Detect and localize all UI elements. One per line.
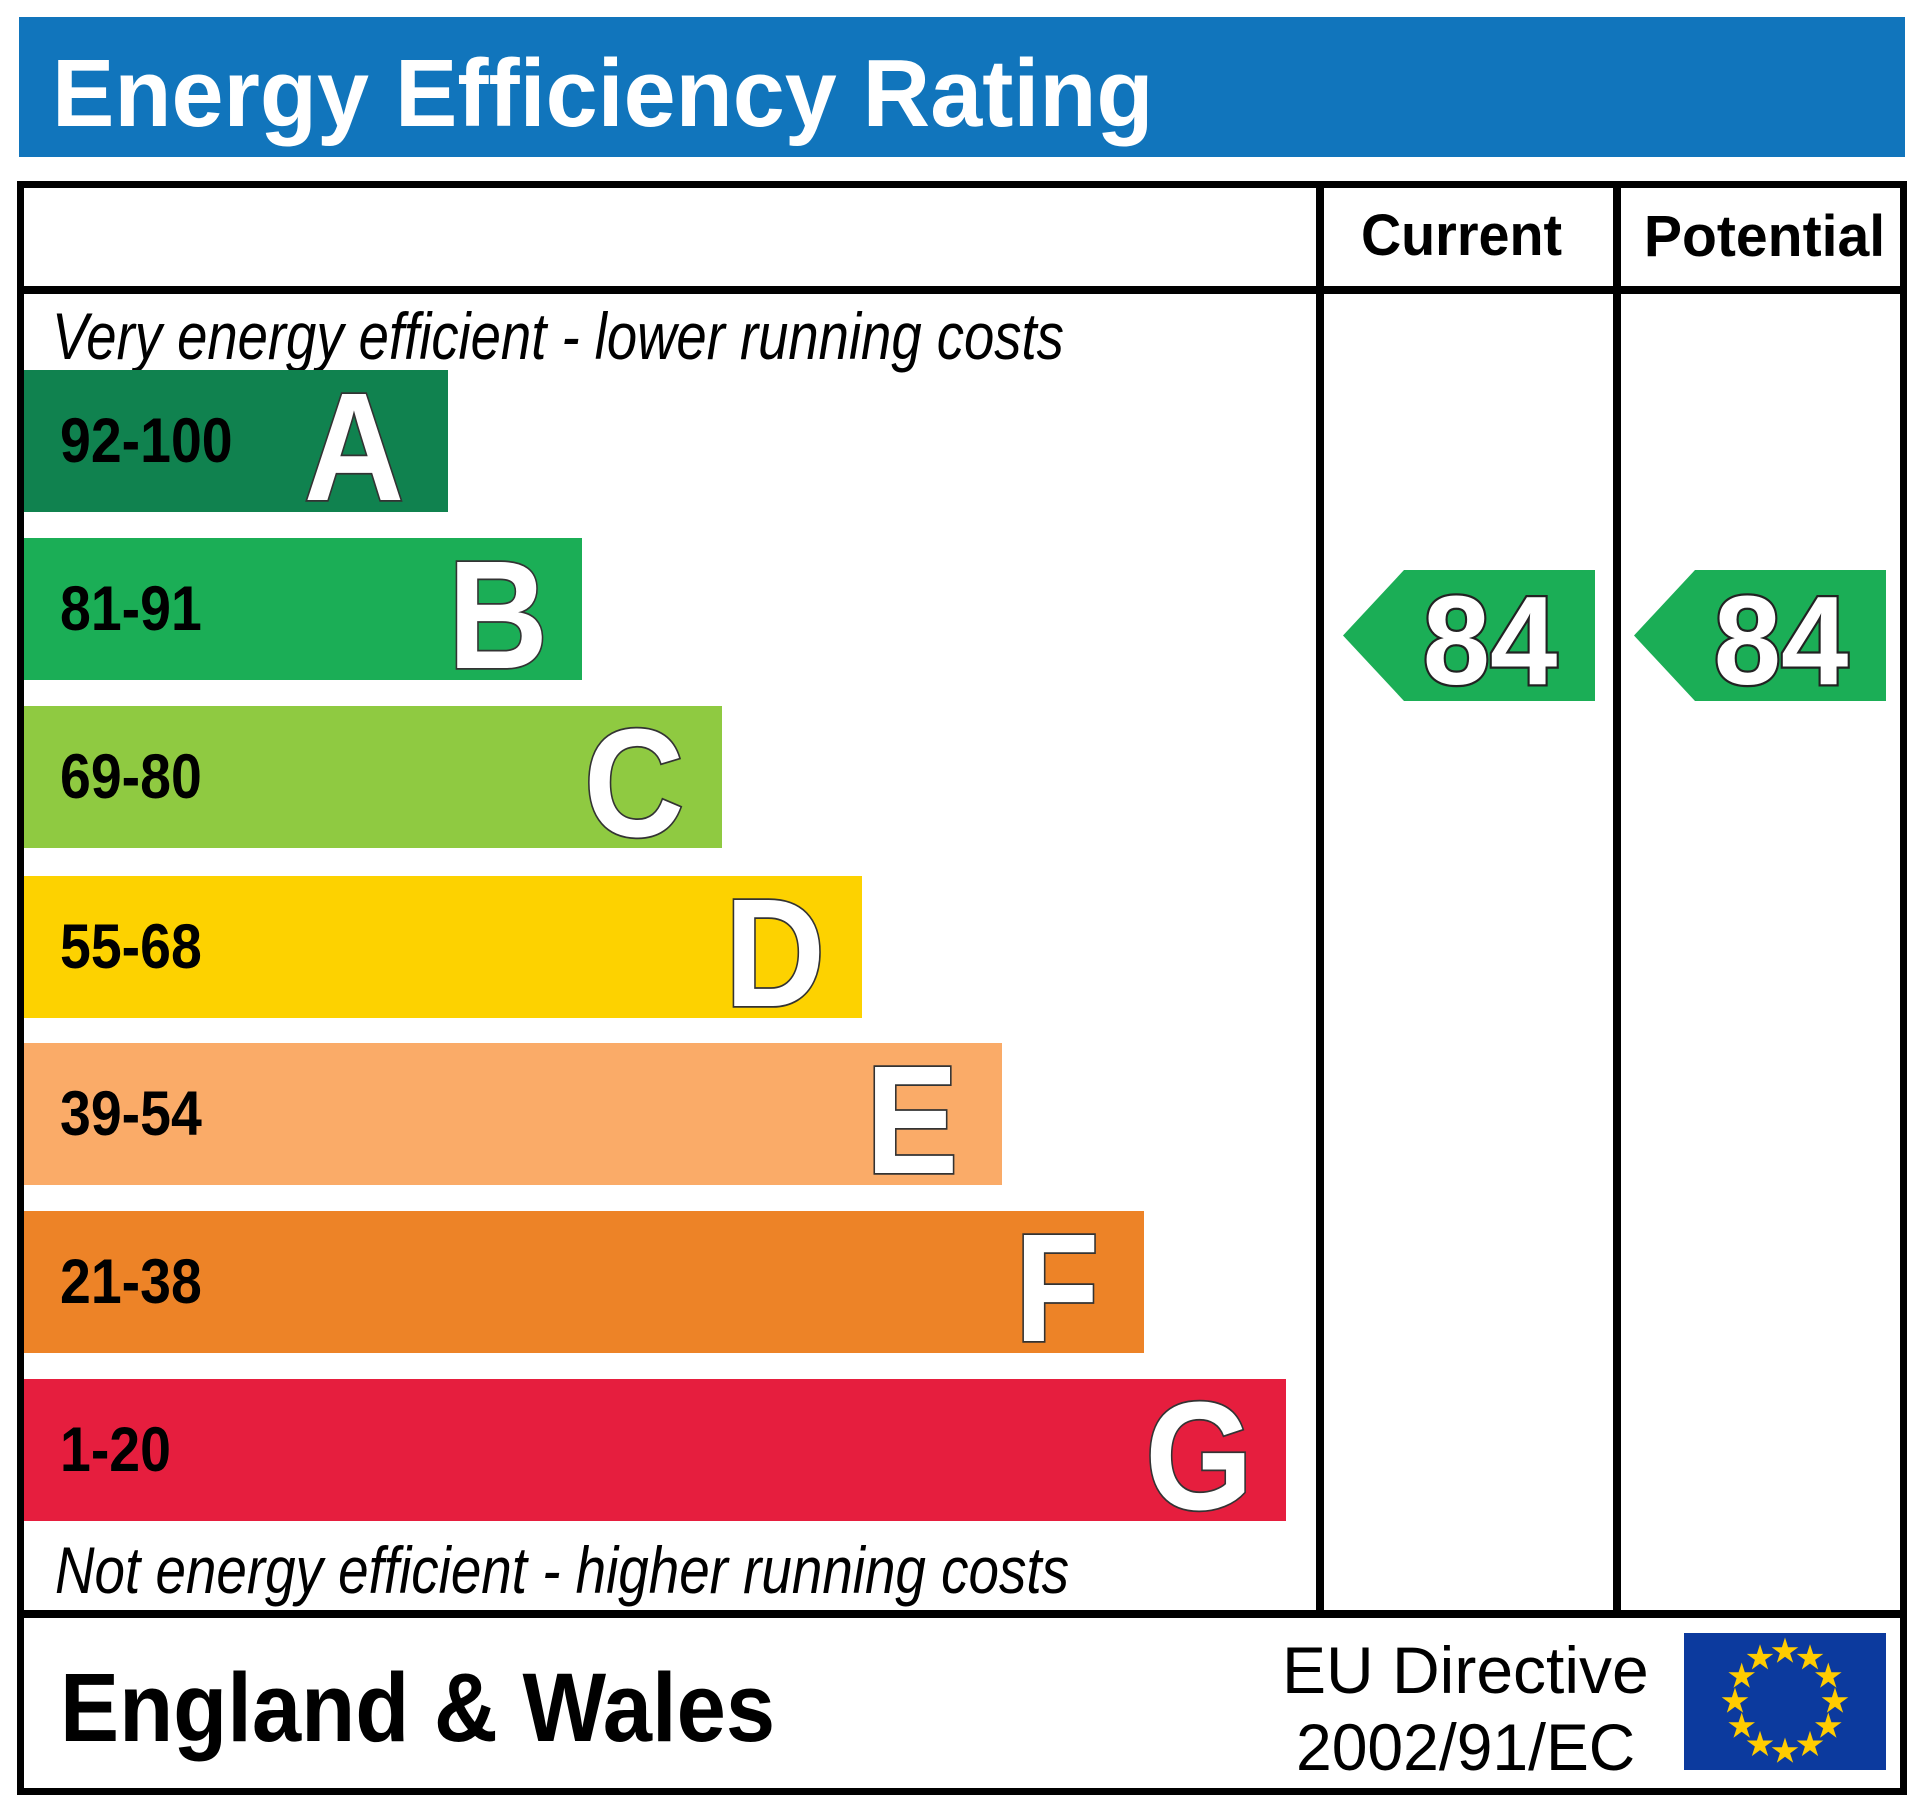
svg-text:39-54: 39-54 [60, 1078, 202, 1149]
svg-text:B: B [448, 538, 548, 680]
svg-text:69-80: 69-80 [60, 741, 202, 812]
svg-text:E: E [866, 1043, 958, 1185]
svg-text:D: D [725, 876, 825, 1018]
svg-text:92-100: 92-100 [60, 405, 233, 476]
svg-text:A: A [304, 370, 404, 512]
svg-text:F: F [1015, 1211, 1100, 1353]
svg-text:84: 84 [1714, 571, 1849, 701]
svg-text:21-38: 21-38 [60, 1246, 202, 1317]
svg-text:81-91: 81-91 [60, 573, 202, 644]
svg-text:G: G [1145, 1379, 1253, 1521]
svg-text:C: C [584, 706, 684, 848]
svg-text:1-20: 1-20 [60, 1414, 171, 1485]
svg-text:84: 84 [1423, 571, 1558, 701]
svg-text:55-68: 55-68 [60, 911, 202, 982]
